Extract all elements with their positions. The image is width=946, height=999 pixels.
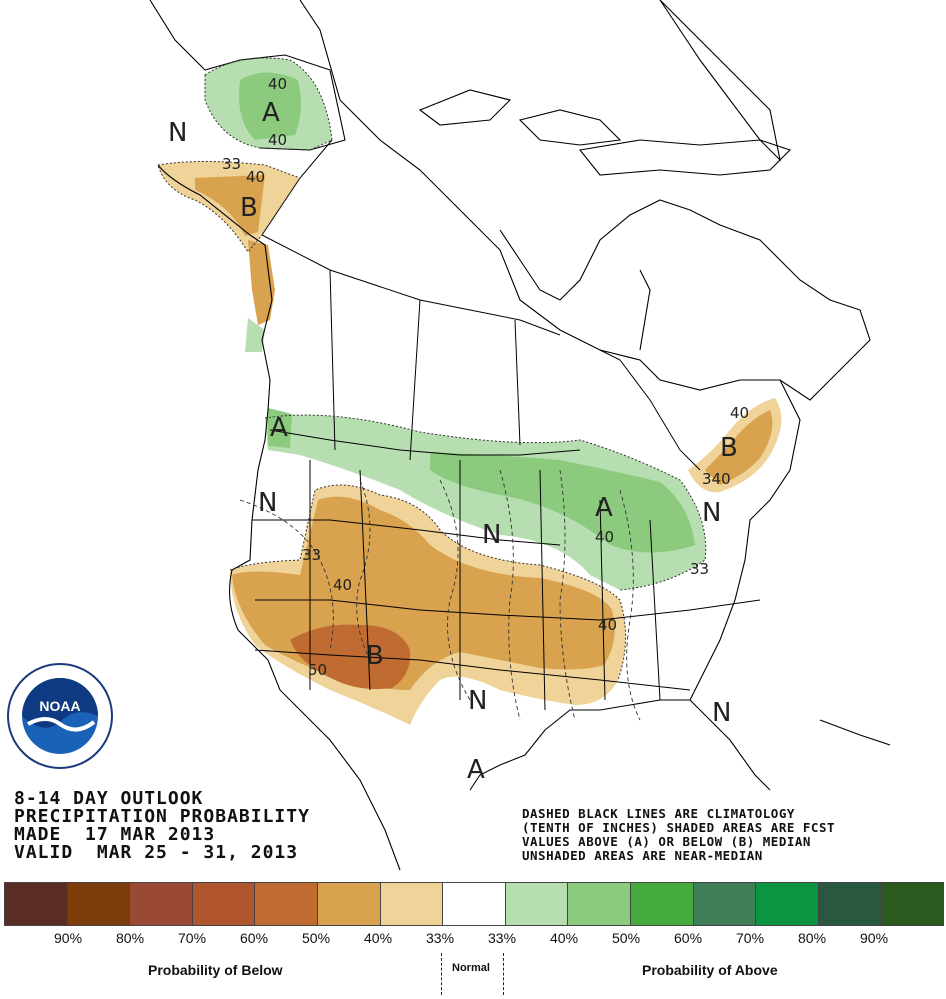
normal-divider-right (503, 953, 504, 995)
contour-label: 33 (690, 560, 710, 578)
legend-pct: 80% (116, 930, 145, 946)
probability-legend (4, 882, 944, 926)
outlook-subtitle: PRECIPITATION PROBABILITY (14, 806, 310, 827)
contour-label: 40 (333, 576, 353, 594)
legend-swatch (67, 883, 131, 925)
legend-swatch (505, 883, 569, 925)
legend-pct: 70% (736, 930, 765, 946)
valid-dates: VALID MAR 25 - 31, 2013 (14, 842, 299, 863)
probability-contours (157, 57, 707, 681)
label-n-nevada: N (258, 488, 278, 518)
legend-swatch (255, 883, 318, 925)
legend-swatch (568, 883, 631, 925)
noaa-logo-icon: NOAA (7, 663, 113, 769)
pnw-above-core (268, 408, 292, 448)
legend-pct: 40% (550, 930, 579, 946)
bc-coast-above (245, 318, 265, 352)
legend-swatch (443, 883, 506, 925)
legend-pct: 40% (364, 930, 393, 946)
contour-label: 340 (702, 470, 731, 488)
coastlines (149, 0, 891, 871)
legend-pct: 50% (612, 930, 641, 946)
above-caption: Probability of Above (642, 962, 778, 978)
contour-label: 33 (222, 155, 242, 173)
label-n-alaska: N (168, 118, 188, 148)
contour-label: 40 (268, 131, 288, 149)
label-a-alaska: A (262, 98, 280, 128)
legend-pct: 60% (674, 930, 703, 946)
label-n-southeast: N (712, 698, 732, 728)
contour-label: 33 (302, 546, 322, 564)
normal-divider-left (441, 953, 442, 995)
contour-label: 40 (730, 404, 750, 422)
label-a-pnw: A (270, 413, 288, 443)
precipitation-outlook-map (149, 0, 891, 871)
climatology-lines (239, 469, 641, 721)
legend-swatch (818, 883, 882, 925)
legend-pct: 33% (488, 930, 517, 946)
note-line-1: DASHED BLACK LINES ARE CLIMATOLOGY (522, 806, 795, 821)
contour-label: 40 (246, 168, 266, 186)
legend-swatch (380, 883, 444, 925)
label-b-alaska: B (240, 193, 258, 223)
legend-pct: 70% (178, 930, 207, 946)
legend-swatch (130, 883, 193, 925)
outlook-title: 8-14 DAY OUTLOOK (14, 788, 204, 809)
alaska-above-core (239, 72, 301, 140)
contour-label: 40 (595, 528, 615, 546)
alaska-below-core (195, 175, 265, 236)
label-b-northeast: B (720, 433, 738, 463)
label-a-gulf: A (467, 755, 485, 785)
legend-pct: 90% (54, 930, 83, 946)
legend-pct: 60% (240, 930, 269, 946)
legend-pct: 50% (302, 930, 331, 946)
normal-caption: Normal (452, 962, 490, 974)
legend-swatch (756, 883, 819, 925)
legend-pct: 33% (426, 930, 455, 946)
label-a-great-lakes: A (595, 493, 613, 523)
political-boundaries (252, 139, 761, 711)
ne-below-core (705, 410, 773, 485)
below-caption: Probability of Below (148, 962, 283, 978)
legend-pct: 80% (798, 930, 827, 946)
note-line-2: (TENTH OF INCHES) SHADED AREAS ARE FCST (522, 820, 835, 835)
contour-label: 50 (308, 661, 328, 679)
label-n-east: N (702, 498, 722, 528)
legend-swatch (192, 883, 256, 925)
northern-us-above-area (265, 415, 706, 590)
label-b-southwest: B (366, 641, 384, 671)
legend-swatch (317, 883, 381, 925)
legend-swatch (5, 883, 68, 925)
note-line-4: UNSHADED AREAS ARE NEAR-MEDIAN (522, 848, 763, 863)
note-line-3: VALUES ABOVE (A) OR BELOW (B) MEDIAN (522, 834, 811, 849)
legend-swatch (693, 883, 757, 925)
sw-below-core (290, 624, 411, 689)
legend-swatch (630, 883, 694, 925)
bc-coast-below (248, 240, 275, 325)
contour-label: 40 (268, 75, 288, 93)
legend-pct: 90% (860, 930, 889, 946)
label-n-plains: N (482, 520, 502, 550)
made-date: MADE 17 MAR 2013 (14, 824, 216, 845)
contour-label: 40 (598, 616, 618, 634)
logo-text: NOAA (39, 698, 80, 714)
legend-swatch (881, 883, 943, 925)
label-n-texas: N (468, 686, 488, 716)
